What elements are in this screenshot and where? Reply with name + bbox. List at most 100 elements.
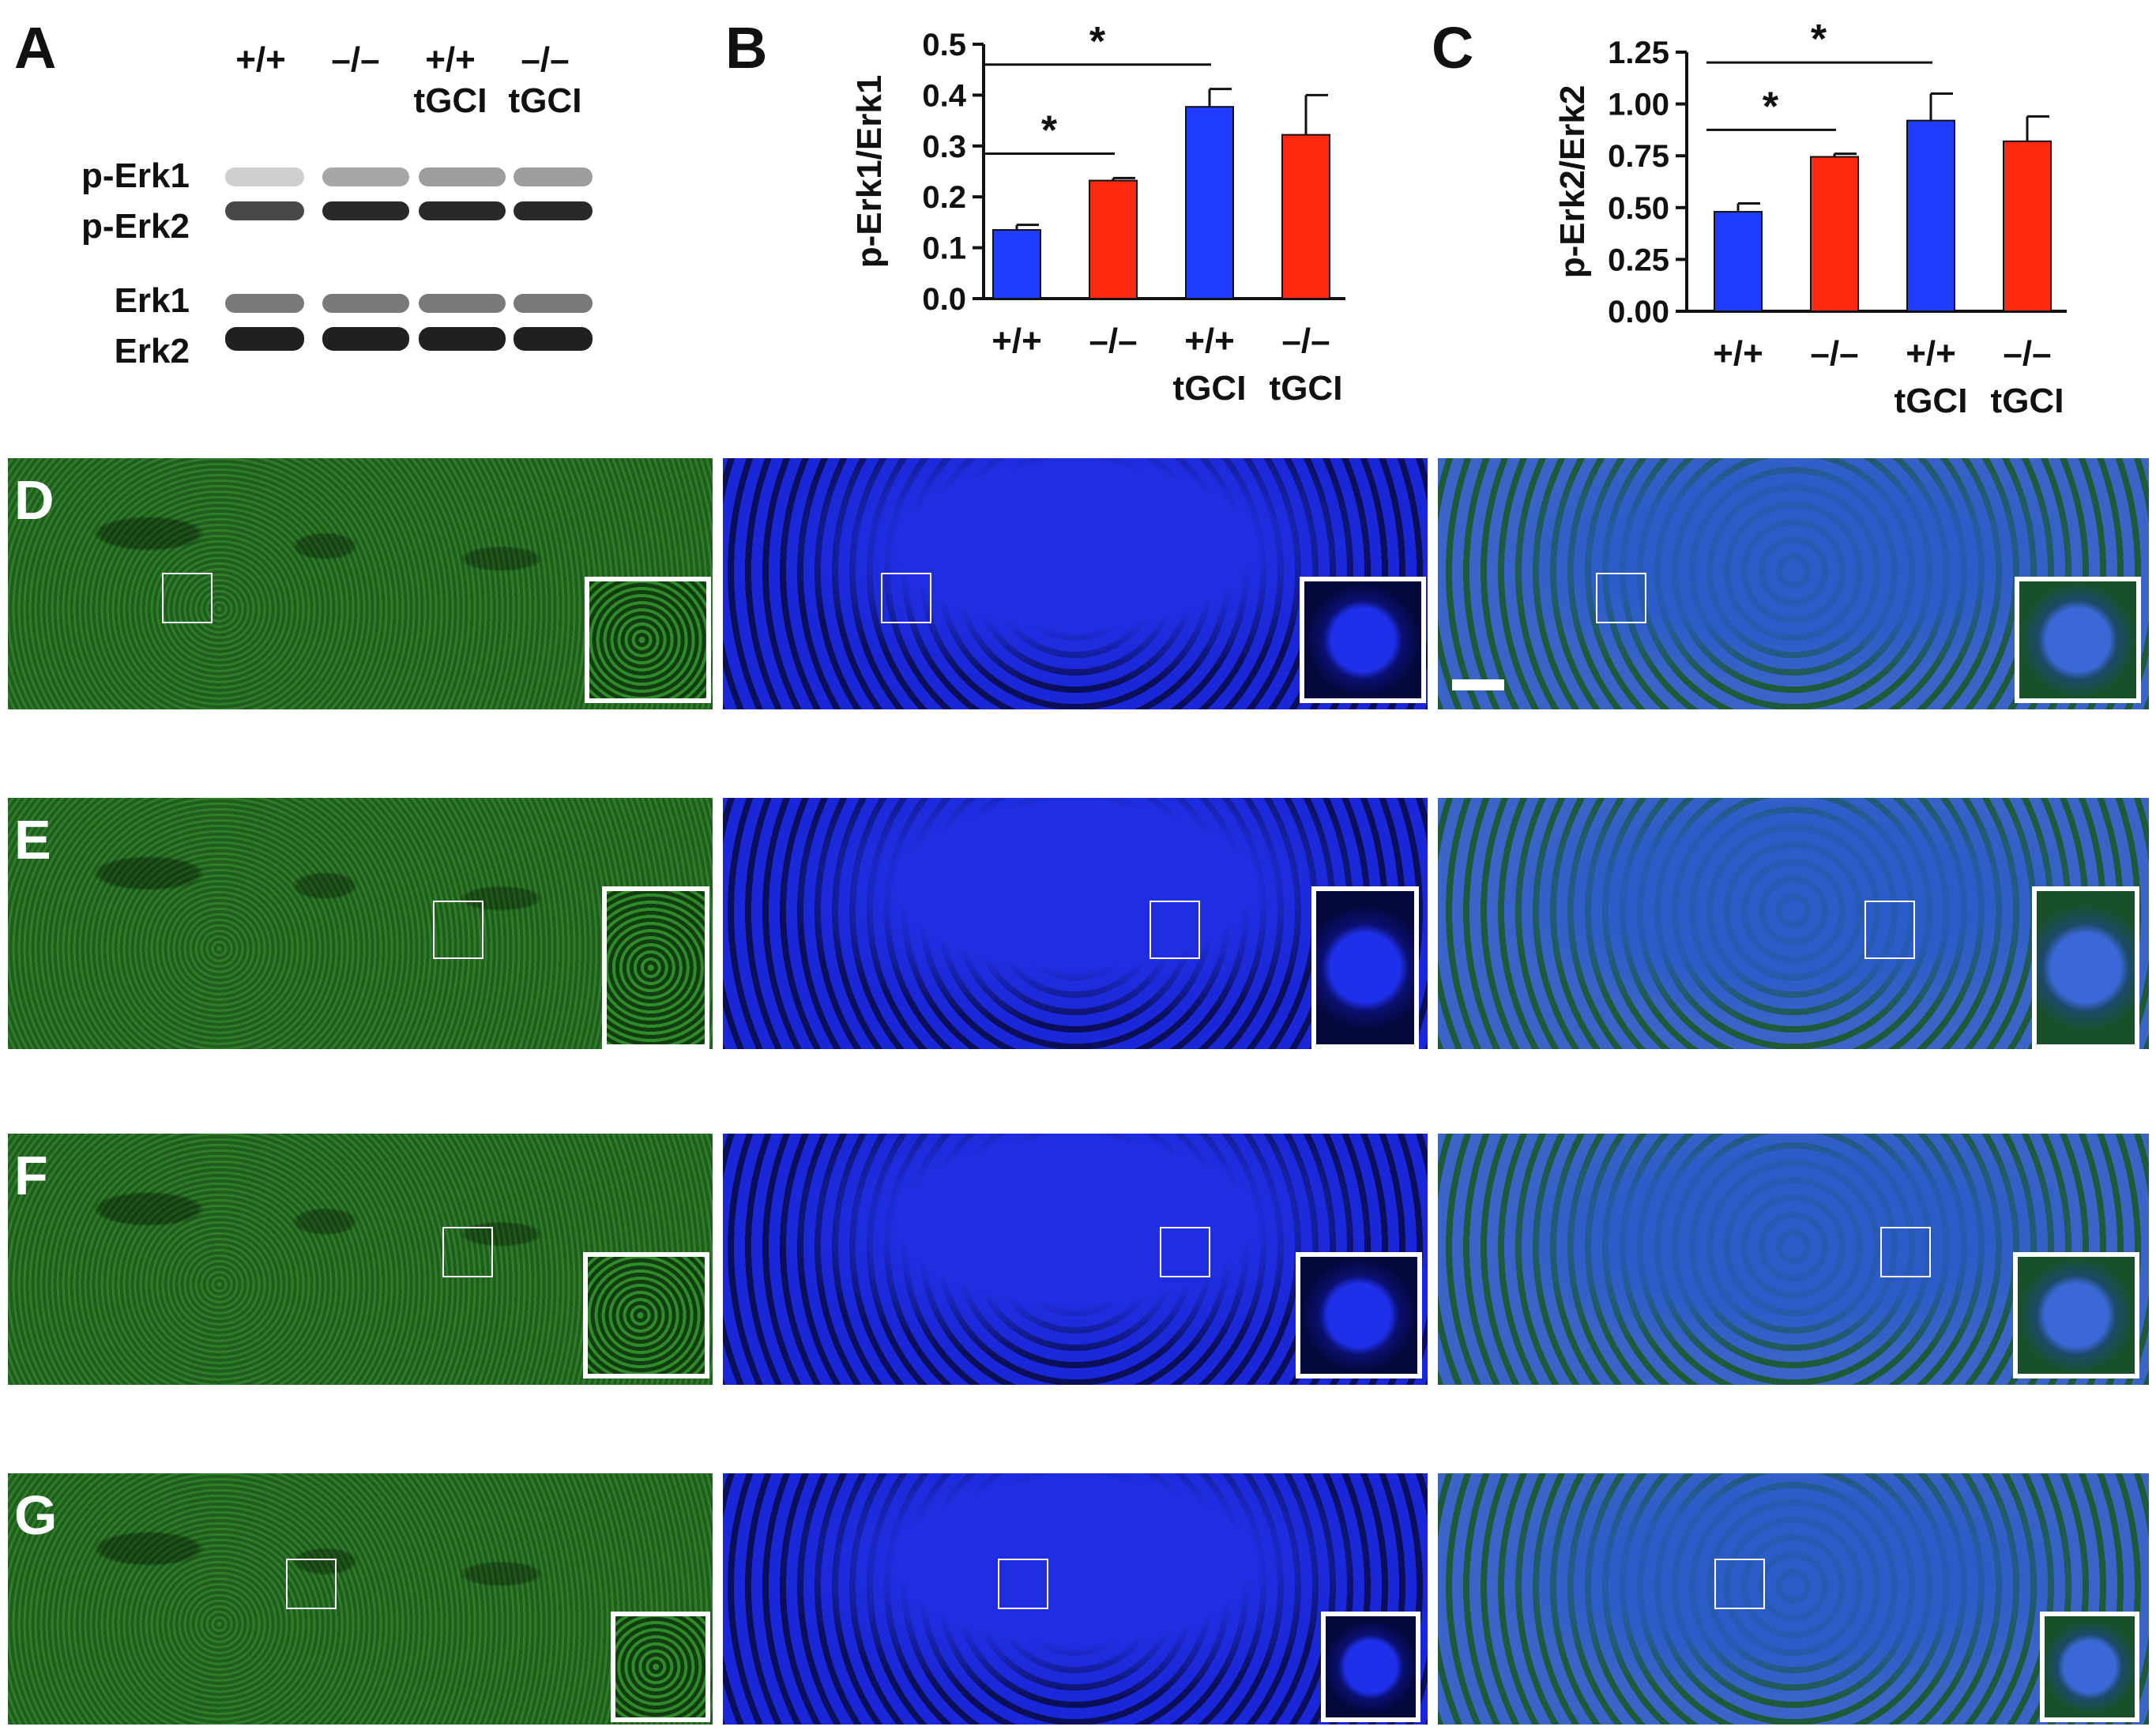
bar [1714, 211, 1763, 313]
blot-lane-3-line2: tGCI [413, 81, 487, 120]
blot-lane-3-line1: +/+ [425, 40, 476, 79]
x-tick-label: –/– [1281, 322, 1330, 360]
x-tick-label: tGCI [1894, 382, 1968, 420]
blot-lane-1-line2: +/+ [235, 40, 286, 79]
y-axis-label: p-Erk1/Erk1 [850, 75, 889, 269]
micrograph-row-e: E [0, 798, 2156, 1052]
blot-band [419, 167, 506, 186]
panel-letter-e: E [14, 809, 51, 871]
bar [1185, 106, 1234, 299]
roi-box [1880, 1227, 1931, 1277]
micrograph-merged [1438, 1473, 2149, 1725]
y-tick-label: 0.3 [922, 130, 966, 164]
micrograph-green-channel [8, 798, 713, 1049]
bar [1810, 156, 1859, 312]
x-tick-label: tGCI [1991, 382, 2064, 420]
micrograph-nuclear-channel [723, 1134, 1428, 1385]
blot-lane-4-line1: –/– [521, 40, 570, 79]
blot-row-label-erk1: Erk1 [114, 281, 190, 320]
micrograph-nuclear-channel [723, 458, 1428, 709]
roi-box [998, 1559, 1048, 1609]
zoom-inset [1311, 886, 1419, 1049]
scale-bar [1452, 679, 1504, 690]
blot-band [322, 294, 409, 313]
significance-star: * [1763, 84, 1779, 130]
micrograph-green-channel [8, 458, 713, 709]
bar [2003, 140, 2052, 312]
blot-band [322, 201, 409, 220]
significance-star: * [1041, 107, 1058, 153]
micrograph-row-d: D [0, 458, 2156, 713]
bar [992, 229, 1041, 299]
micrograph-merged [1438, 1134, 2149, 1385]
x-tick-label: –/– [1089, 322, 1137, 360]
roi-box [881, 573, 931, 623]
zoom-inset [1300, 577, 1426, 703]
y-tick-label: 1.25 [1608, 36, 1669, 70]
panel-letter-b: B [725, 15, 768, 81]
x-tick-label: –/– [1810, 334, 1858, 373]
micrograph-row-g: G [0, 1473, 2156, 1728]
blot-row-label-erk2: Erk2 [114, 332, 190, 370]
y-tick-label: 0.0 [922, 282, 966, 317]
blot-row-label-p-erk2: p-Erk2 [81, 207, 190, 246]
zoom-inset [1321, 1612, 1420, 1722]
micrograph-nuclear-channel [723, 1473, 1428, 1725]
blot-band [419, 327, 506, 351]
y-tick-label: 1.00 [1608, 88, 1669, 122]
y-tick-label: 0.00 [1608, 295, 1669, 329]
blot-band [225, 294, 304, 313]
significance-star: * [1811, 17, 1827, 62]
blot-band [225, 327, 304, 351]
y-tick-label: 0.50 [1608, 191, 1669, 226]
micrograph-merged [1438, 458, 2149, 709]
zoom-inset [583, 1252, 709, 1379]
y-tick-label: 0.1 [922, 231, 966, 266]
panel-letter-f: F [14, 1145, 48, 1206]
panel-letter-c: C [1432, 15, 1474, 81]
micrograph-green-channel [8, 1134, 713, 1385]
zoom-inset [2013, 1252, 2139, 1379]
x-tick-label: +/+ [1184, 322, 1235, 360]
blot-band [419, 201, 506, 220]
zoom-inset [611, 1612, 710, 1722]
micrograph-row-f: F [0, 1134, 2156, 1388]
x-tick-label: tGCI [1173, 369, 1247, 408]
zoom-inset [585, 577, 711, 703]
blot-band [322, 167, 409, 186]
y-tick-label: 0.5 [922, 28, 966, 62]
y-tick-label: 0.75 [1608, 139, 1669, 174]
blot-band [514, 327, 593, 351]
roi-box [1596, 573, 1646, 623]
panel-letter-g: G [14, 1484, 58, 1546]
y-tick-label: 0.2 [922, 180, 966, 215]
bar [1906, 119, 1955, 312]
blot-band [225, 167, 304, 186]
bar [1089, 179, 1138, 299]
panel-letter-a: A [14, 15, 57, 81]
blot-lane-2-line2: –/– [331, 40, 380, 79]
micrograph-green-channel [8, 1473, 713, 1725]
roi-box [1864, 901, 1915, 959]
roi-box [1160, 1227, 1210, 1277]
roi-box [286, 1559, 337, 1609]
blot-lane-label-4: –/– tGCI [486, 39, 604, 122]
bar-chart-p-erk1: 0.0 0.1 0.2 0.3 0.4 0.5 p-Erk1/Erk1 +/+ –/– +/+ tG… [850, 19, 1345, 408]
blot-band [225, 201, 304, 220]
blot-band [419, 294, 506, 313]
roi-box [433, 901, 484, 959]
blot-lane-4-line2: tGCI [508, 81, 582, 120]
zoom-inset [2032, 886, 2139, 1049]
roi-box [442, 1227, 493, 1277]
zoom-inset [1296, 1252, 1422, 1379]
panel-letter-d: D [14, 469, 55, 531]
micrograph-nuclear-channel [723, 798, 1428, 1049]
significance-star: * [1089, 19, 1106, 65]
blot-row-label-p-erk1: p-Erk1 [81, 156, 190, 195]
blot-band [514, 294, 593, 313]
blot-lane-label-3: +/+ tGCI [391, 39, 510, 122]
x-tick-label: +/+ [1713, 334, 1763, 373]
x-tick-label: –/– [2003, 334, 2051, 373]
y-tick-label: 0.4 [922, 78, 966, 113]
bar-chart-p-erk2: 0.00 0.25 0.50 0.75 1.00 1.25 p-Erk2/Erk2 +/+ –/… [1553, 17, 2067, 420]
